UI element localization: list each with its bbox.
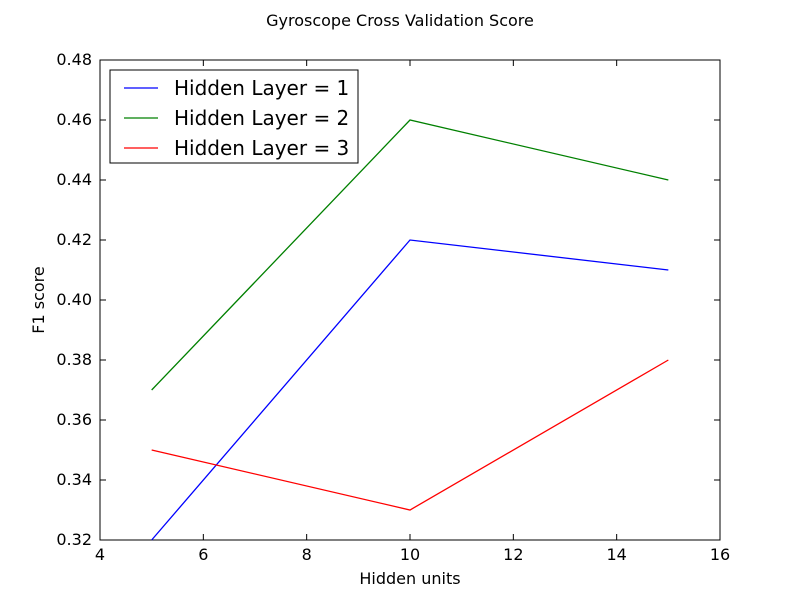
y-tick-label: 0.40 (56, 290, 92, 309)
x-axis-title: Hidden units (359, 569, 460, 588)
y-tick-label: 0.46 (56, 110, 92, 129)
series-layer (151, 119, 669, 541)
chart-title: Gyroscope Cross Validation Score (266, 11, 534, 30)
y-axis-title: F1 score (29, 266, 48, 333)
series-line-2 (151, 119, 669, 391)
x-tick-label: 4 (95, 545, 105, 564)
y-axis-ticks: 0.32 0.34 0.36 0.38 0.40 0.42 0.44 0.46 0.48 (56, 50, 720, 549)
legend-label-2: Hidden Layer = 2 (174, 106, 349, 130)
y-tick-label: 0.42 (56, 230, 92, 249)
y-tick-label: 0.44 (56, 170, 92, 189)
x-tick-label: 10 (400, 545, 420, 564)
y-tick-label: 0.36 (56, 410, 92, 429)
series-line-3 (151, 359, 669, 511)
x-tick-label: 6 (198, 545, 208, 564)
legend-label-3: Hidden Layer = 3 (174, 136, 349, 160)
x-tick-label: 14 (606, 545, 626, 564)
y-tick-label: 0.34 (56, 470, 92, 489)
x-tick-label: 16 (710, 545, 730, 564)
y-tick-label: 0.48 (56, 50, 92, 69)
x-tick-label: 8 (302, 545, 312, 564)
legend-label-1: Hidden Layer = 1 (174, 76, 349, 100)
series-line-1 (151, 239, 669, 541)
x-axis-ticks: 4 6 8 10 12 14 16 (95, 60, 730, 564)
legend: Hidden Layer = 1 Hidden Layer = 2 Hidden L… (109, 69, 359, 164)
y-tick-label: 0.32 (56, 530, 92, 549)
y-tick-label: 0.38 (56, 350, 92, 369)
x-tick-label: 12 (503, 545, 523, 564)
legend-items: Hidden Layer = 1 Hidden Layer = 2 Hidden L… (124, 76, 349, 160)
